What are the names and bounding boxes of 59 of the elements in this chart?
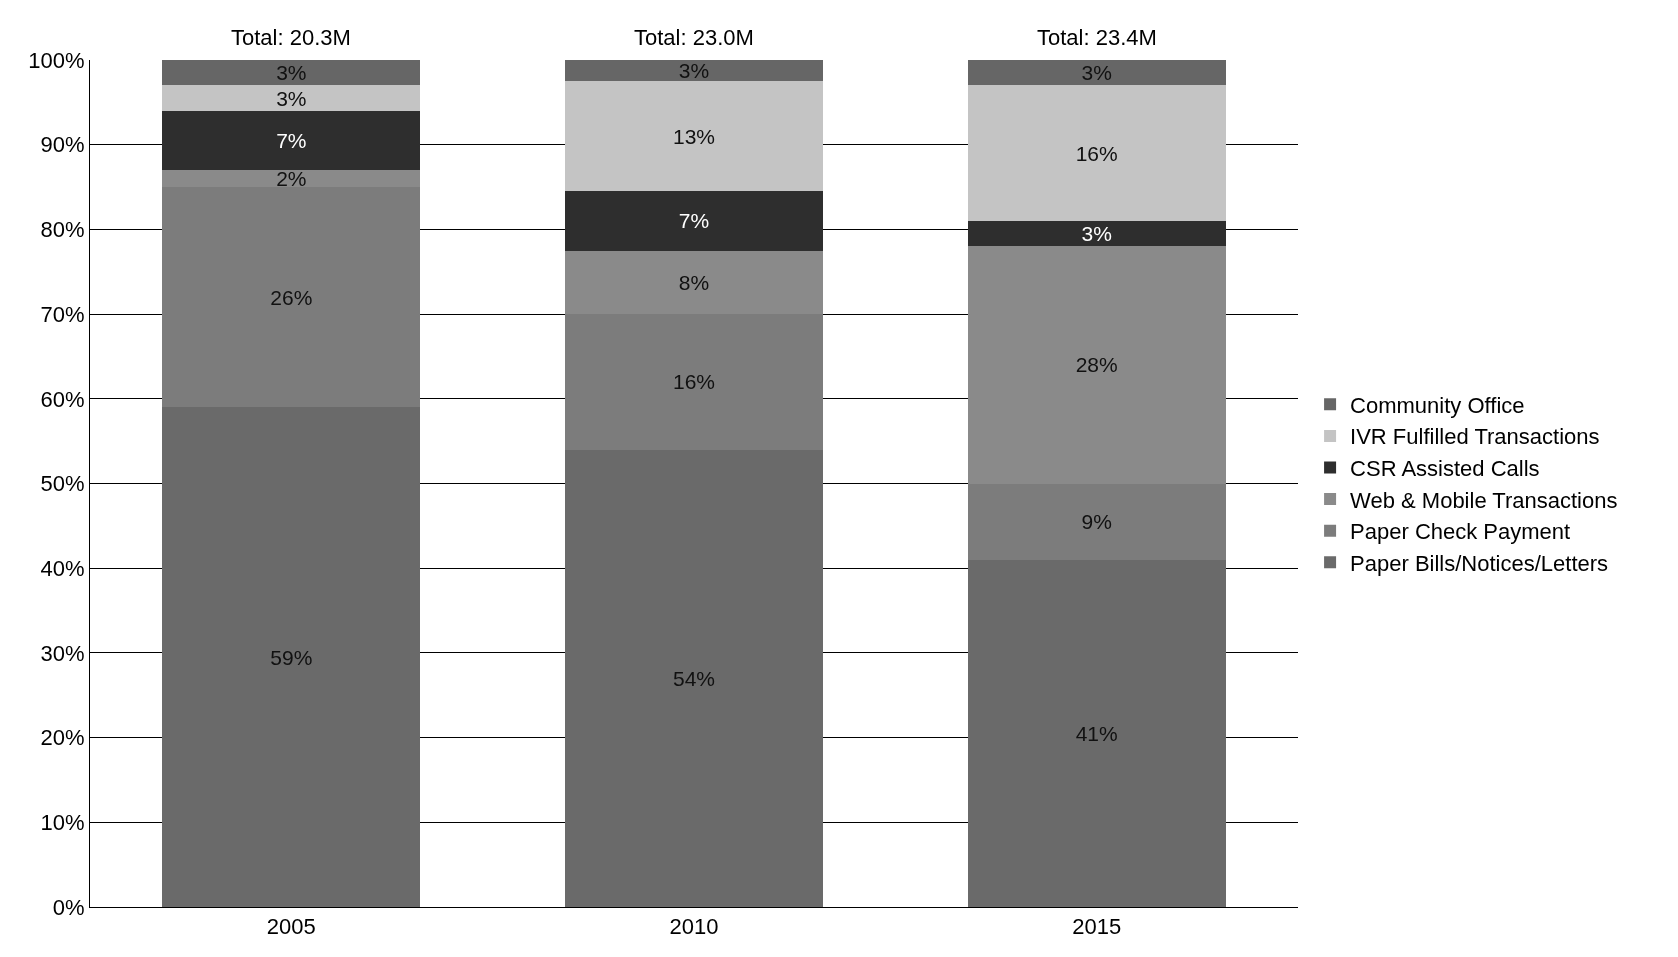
data-label: 41%: [1075, 721, 1118, 745]
data-label: 59%: [270, 645, 313, 669]
bar: [565, 191, 823, 251]
bar: [565, 314, 823, 450]
data-label: 8%: [678, 270, 710, 294]
annotation: Total: 23.0M: [634, 25, 754, 50]
bar: [967, 246, 1226, 484]
legend-label: Paper Check Payment: [1350, 519, 1571, 545]
bar: [967, 483, 1226, 560]
bar: [967, 559, 1226, 907]
y-tick-label: 20%: [40, 725, 85, 751]
legend-label: Community Office: [1350, 392, 1525, 418]
bar: [162, 110, 421, 171]
data-label: 3%: [276, 61, 307, 85]
y-tick-label: 80%: [40, 217, 85, 243]
bar: [162, 187, 421, 408]
data-label: 3%: [1081, 61, 1112, 85]
y-tick-label: 30%: [40, 640, 85, 666]
y-tick-label: 40%: [40, 555, 85, 581]
data-label: 9%: [1081, 510, 1112, 534]
x-tick-label: 2005: [266, 914, 316, 940]
data-label: 54%: [672, 666, 716, 690]
annotation: Total: 20.3M: [231, 25, 351, 50]
data-label: 26%: [270, 285, 313, 309]
y-tick-label: 10%: [40, 810, 85, 835]
legend-label: CSR Assisted Calls: [1350, 456, 1540, 482]
data-label: 3%: [1081, 222, 1112, 246]
y-tick-label: 0%: [52, 894, 85, 920]
bar: [967, 220, 1226, 247]
y-tick-label: 100%: [28, 47, 85, 73]
y-tick-label: 70%: [40, 301, 85, 327]
data-label: 16%: [1075, 141, 1118, 165]
bar: [967, 85, 1226, 221]
data-label: 3%: [678, 59, 710, 83]
bar: [162, 60, 421, 86]
bar: [565, 449, 823, 907]
bar: [162, 85, 421, 111]
annotation: Total: 23.4M: [1037, 25, 1157, 50]
data-label: 3%: [276, 86, 307, 110]
data-label: 13%: [672, 124, 716, 148]
bar: [565, 250, 823, 315]
data-label: 28%: [1075, 353, 1118, 377]
legend-label: Paper Bills/Notices/Letters: [1350, 550, 1609, 576]
y-tick-label: 60%: [40, 386, 85, 412]
x-tick-label: 2015: [1072, 914, 1122, 940]
legend-label: Web & Mobile Transactions: [1350, 487, 1618, 513]
bar: [565, 81, 823, 192]
data-label: 7%: [678, 209, 710, 233]
bar: [565, 60, 823, 82]
bar: [967, 60, 1226, 86]
y-tick-label: 50%: [40, 471, 85, 497]
bar: [162, 170, 421, 188]
bar: [162, 407, 421, 907]
data-label: 7%: [276, 128, 307, 152]
x-tick-label: 2010: [669, 914, 719, 940]
data-label: 2%: [276, 167, 307, 191]
y-tick-label: 90%: [40, 132, 85, 158]
data-label: 16%: [672, 370, 716, 394]
legend-label: IVR Fulfilled Transactions: [1350, 424, 1600, 450]
